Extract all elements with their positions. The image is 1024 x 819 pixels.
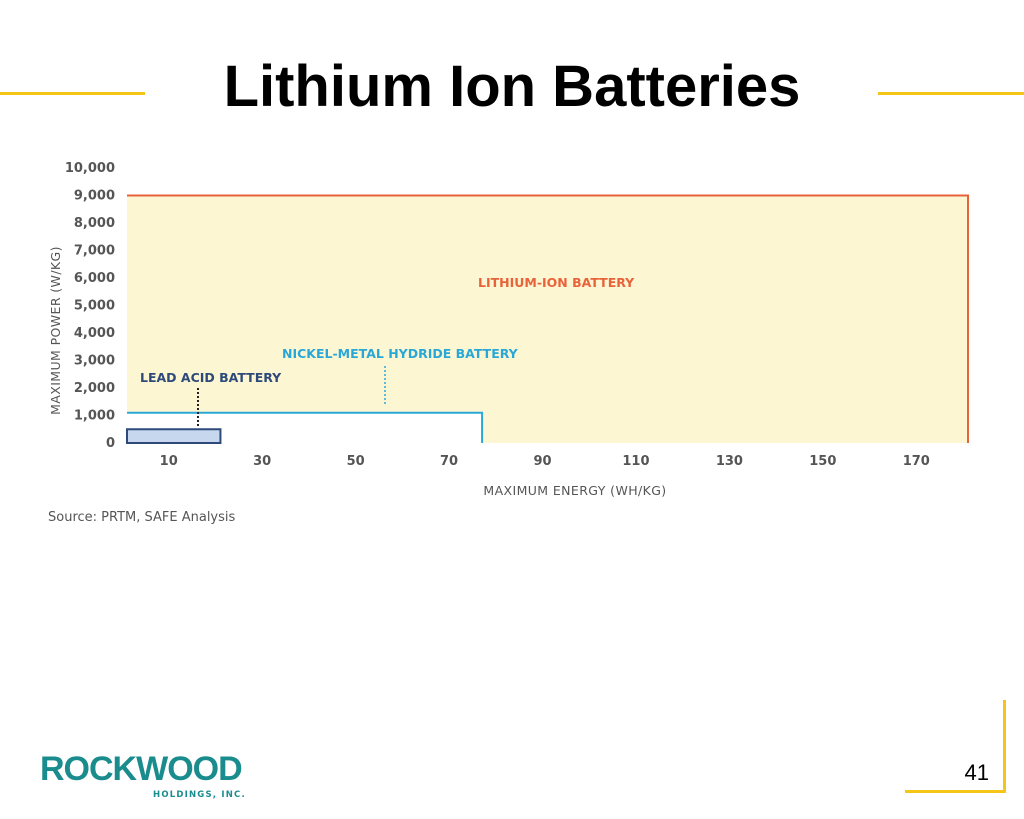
x-tick-label: 150 [809, 454, 836, 469]
x-tick-label: 70 [440, 454, 458, 469]
source-note: Source: PRTM, SAFE Analysis [48, 510, 236, 525]
page-number: 41 [964, 760, 989, 785]
title-rule-right [878, 92, 1024, 95]
y-tick-label: 9,000 [74, 189, 115, 204]
y-tick-label: 10,000 [65, 161, 115, 176]
svg-text:HOLDINGS, INC.: HOLDINGS, INC. [153, 790, 246, 800]
lithium-ion-outline [127, 194, 969, 443]
y-tick-label: 1,000 [74, 409, 115, 424]
slide-title: Lithium Ion Batteries [223, 54, 801, 119]
x-tick-label: 170 [903, 454, 930, 469]
title-rule-left [0, 92, 145, 95]
x-axis-label: MAXIMUM ENERGY (WH/KG) [483, 483, 666, 498]
nimh-label: NICKEL-METAL HYDRIDE BATTERY [282, 346, 519, 361]
y-axis-label: MAXIMUM POWER (W/KG) [48, 246, 63, 415]
svg-text:ROCKWOOD: ROCKWOOD [40, 750, 242, 788]
lead-acid-region [126, 428, 222, 444]
y-tick-label: 7,000 [74, 244, 115, 259]
y-tick-label: 2,000 [74, 381, 115, 396]
y-tick-label: 6,000 [74, 271, 115, 286]
company-logo: ROCKWOOD HOLDINGS, INC. [40, 750, 246, 800]
corner-rule-horizontal [905, 790, 1006, 793]
y-tick-label: 4,000 [74, 326, 115, 341]
x-tick-label: 50 [347, 454, 365, 469]
y-tick-label: 0 [106, 436, 115, 451]
lead-acid-label: LEAD ACID BATTERY [140, 370, 282, 385]
x-tick-label: 90 [533, 454, 551, 469]
lithium-ion-region [127, 195, 968, 443]
x-tick-label: 130 [716, 454, 743, 469]
nimh-outline [127, 411, 484, 443]
x-tick-label: 10 [160, 454, 178, 469]
y-tick-label: 8,000 [74, 216, 115, 231]
x-tick-label: 110 [622, 454, 649, 469]
lithium-ion-label: LITHIUM-ION BATTERY [478, 275, 635, 290]
corner-rule-vertical [1003, 700, 1006, 792]
x-tick-label: 30 [253, 454, 271, 469]
y-tick-label: 3,000 [74, 354, 115, 369]
y-tick-label: 5,000 [74, 299, 115, 314]
